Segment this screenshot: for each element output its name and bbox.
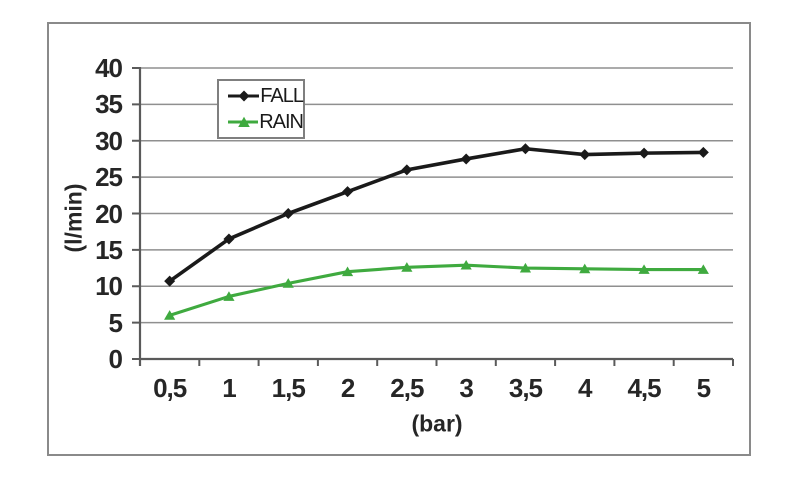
rain-data-point-triangle (519, 262, 532, 273)
fall-data-point-diamond (282, 208, 294, 219)
y-tick-label: 25 (95, 162, 123, 193)
x-axis-title: (bar) (411, 410, 463, 437)
fall-line-diamond-icon (228, 90, 260, 102)
rain-data-point-triangle (579, 263, 591, 274)
x-tick-label: 2 (340, 373, 355, 403)
y-tick-label: 30 (95, 125, 123, 156)
y-tick-label: 20 (95, 198, 123, 229)
series-fall (164, 143, 709, 287)
rain-line-triangle-icon (228, 116, 259, 127)
chart-legend: FALL RAIN (217, 79, 305, 139)
rain-data-point-triangle (401, 262, 413, 272)
rain-data-point-triangle (164, 310, 176, 320)
rain-data-point-triangle (223, 291, 235, 301)
rain-data-point-triangle (282, 278, 294, 288)
x-tick-label: 4 (578, 373, 592, 403)
y-tick-label: 15 (95, 234, 123, 265)
x-tick-label: 1 (222, 373, 236, 403)
x-tick-label: 2,5 (390, 373, 424, 403)
plot-area (132, 67, 734, 366)
legend-label-fall: FALL (260, 84, 304, 107)
legend-label-rain: RAIN (259, 110, 304, 133)
rain-data-point-triangle (460, 259, 472, 270)
fall-data-point-diamond (460, 153, 472, 165)
y-tick-label: 5 (108, 307, 123, 338)
fall-data-point-diamond (697, 146, 709, 158)
fall-line (167, 146, 706, 283)
y-tick-label: 10 (95, 271, 123, 302)
rain-data-point-triangle (697, 264, 709, 274)
x-tick-label: 0,5 (153, 373, 187, 403)
x-tick-label: 3 (459, 373, 473, 403)
x-tick-label: 3,5 (508, 373, 543, 403)
rain-line (168, 263, 705, 317)
fall-data-point-diamond (638, 147, 650, 159)
series-rain (164, 259, 709, 320)
axes (132, 67, 734, 366)
chart-frame: (l/min) (bar) FALL RAIN 0 5 10 15 20 25 30 35 40… (47, 22, 751, 456)
fall-data-point-diamond (519, 143, 531, 155)
y-tick-label: 0 (108, 344, 123, 374)
rain-data-point-triangle (341, 266, 354, 277)
rain-data-point-triangle (638, 264, 650, 274)
fall-data-point-diamond (164, 275, 176, 287)
legend-item-fall: FALL (225, 84, 304, 108)
y-tick-label: 35 (95, 89, 123, 120)
x-tick-label: 4,5 (627, 373, 661, 403)
x-tick-label: 1,5 (271, 373, 306, 403)
fall-data-point-diamond (223, 233, 235, 245)
y-tick-label: 40 (95, 53, 123, 83)
fall-data-point-diamond (342, 186, 354, 198)
x-tick-label: 5 (696, 373, 711, 403)
legend-item-rain: RAIN (225, 110, 304, 134)
fall-data-point-diamond (401, 164, 413, 176)
fall-data-point-diamond (579, 149, 591, 161)
